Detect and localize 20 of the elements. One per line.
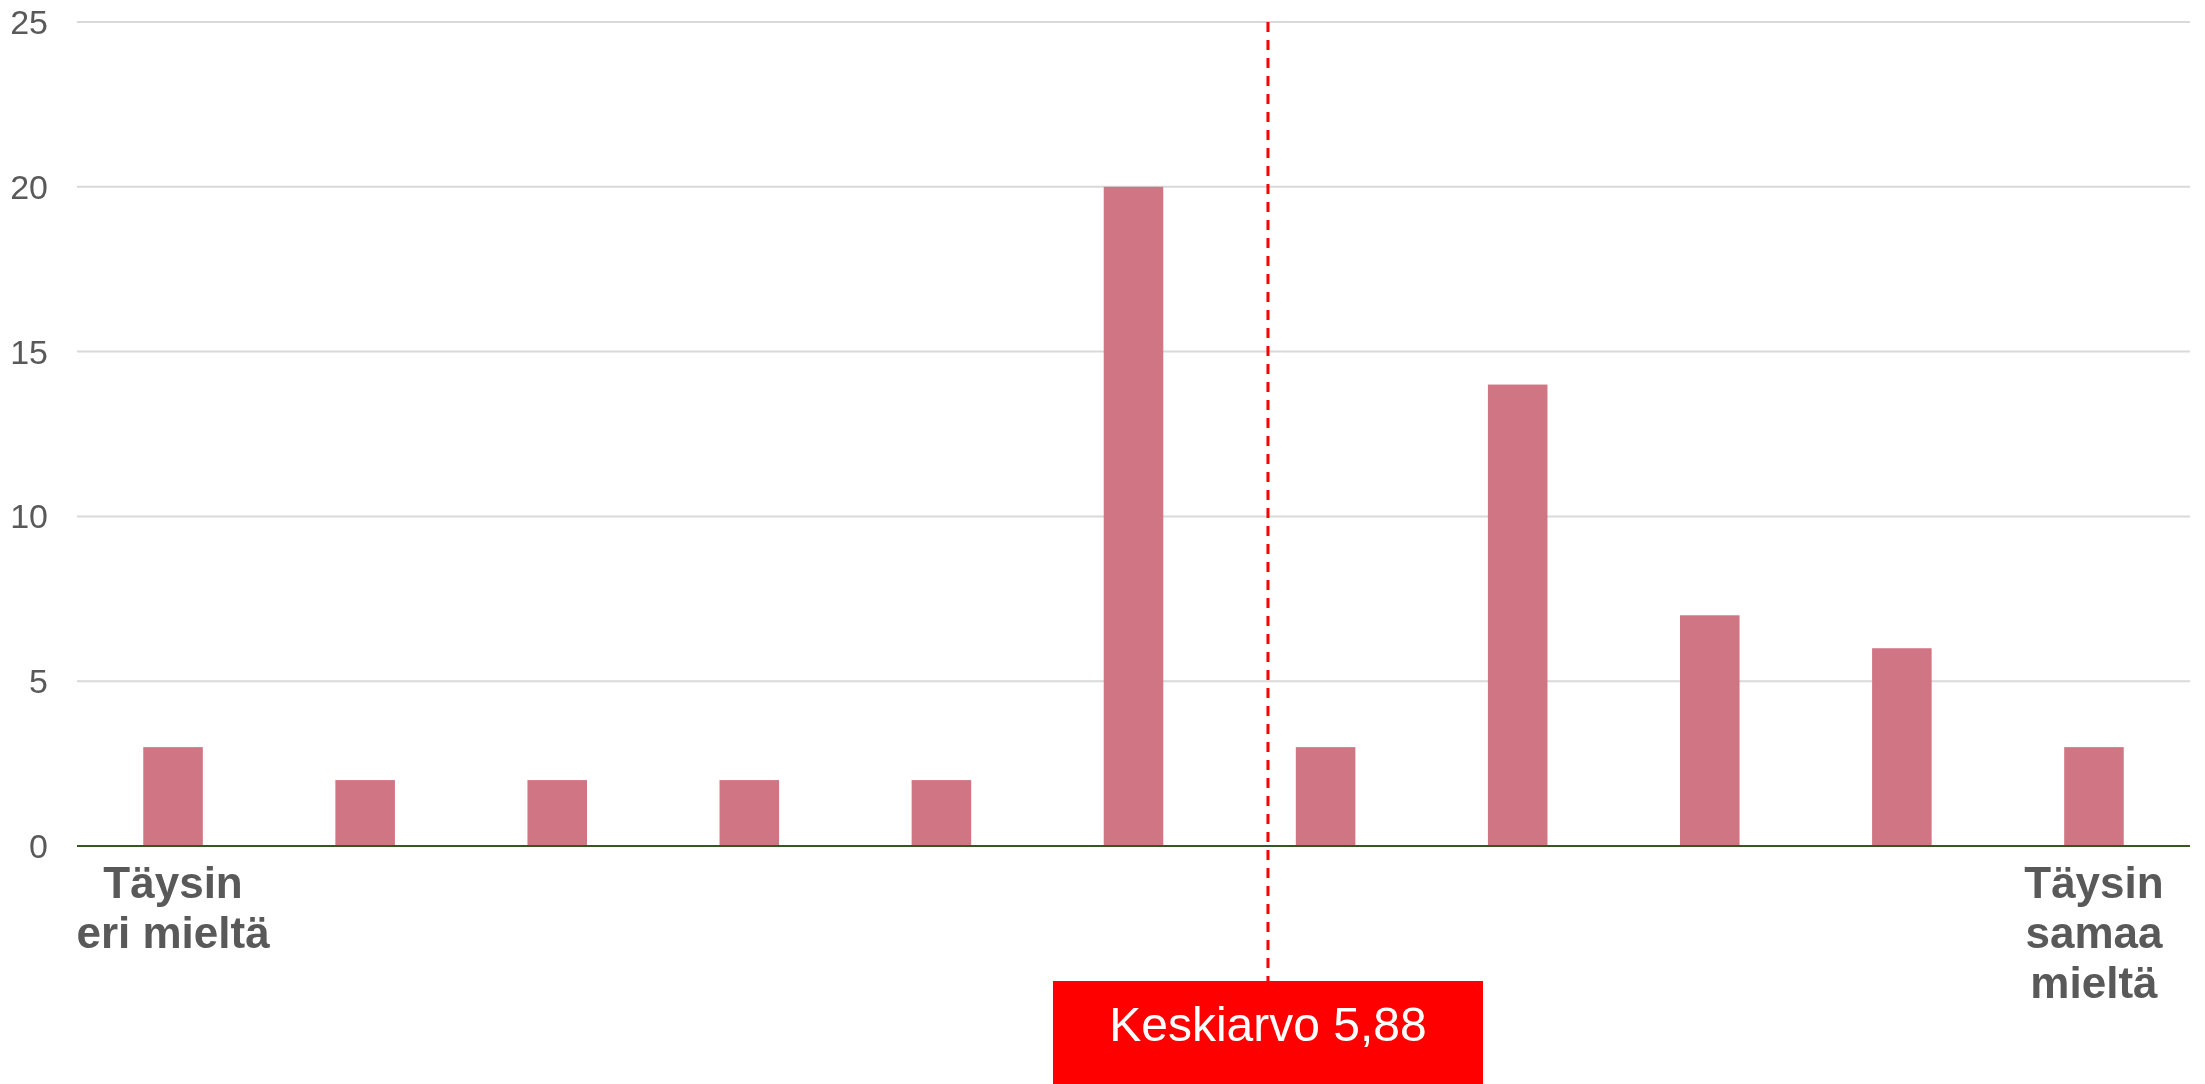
y-tick-label: 10 xyxy=(10,497,48,536)
bar xyxy=(719,780,780,846)
x-tick-label: Täysin samaa mieltä xyxy=(2024,858,2164,1007)
y-tick-label: 25 xyxy=(10,2,48,41)
bar xyxy=(1487,384,1548,846)
text: Keskiarvo 5,88 xyxy=(1109,998,1427,1051)
x-tick-label: Täysin eri mieltä xyxy=(76,858,271,957)
bar xyxy=(527,780,587,846)
y-tick-label: 5 xyxy=(29,662,48,701)
bar xyxy=(335,780,395,846)
bar xyxy=(1680,615,1740,846)
bar xyxy=(143,747,203,846)
y-tick-label: 0 xyxy=(29,826,48,865)
bar xyxy=(1872,648,1932,846)
bar xyxy=(1103,186,1164,846)
y-tick-label: 20 xyxy=(10,167,48,206)
bar xyxy=(1295,747,1356,846)
bar xyxy=(911,780,972,846)
y-tick-label: 15 xyxy=(10,332,48,371)
bar xyxy=(2064,747,2124,846)
